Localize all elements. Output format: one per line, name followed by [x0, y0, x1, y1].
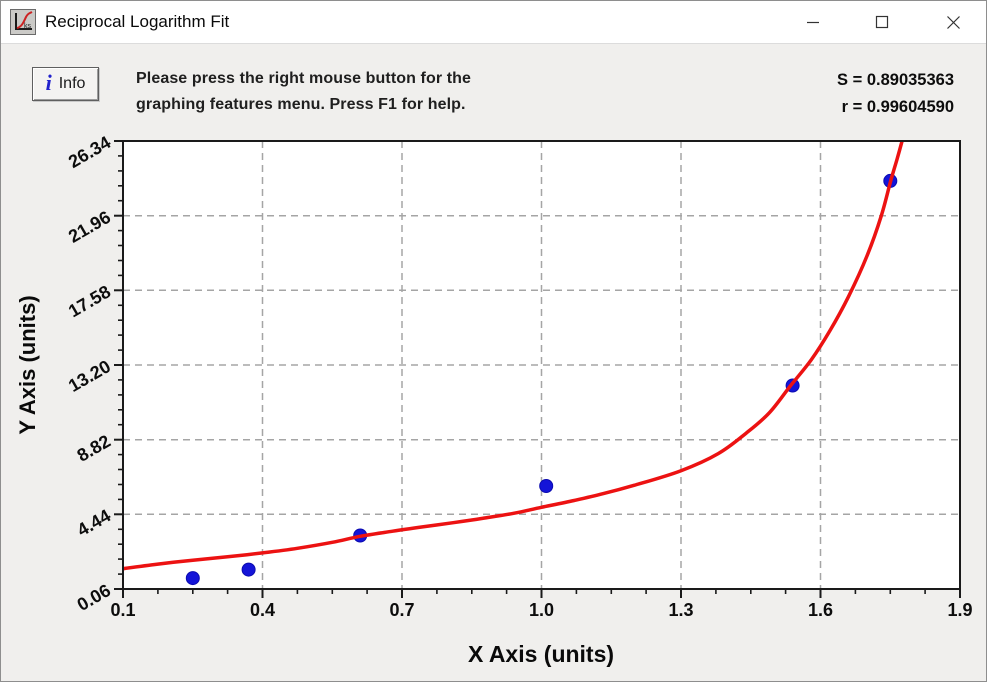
info-icon: i	[45, 70, 52, 95]
x-tick-label: 0.1	[110, 600, 135, 620]
y-tick-label: 8.82	[74, 431, 114, 466]
x-tick-label: 0.4	[250, 600, 275, 620]
y-tick-label: 26.34	[65, 132, 114, 172]
y-tick-label: 4.44	[74, 505, 114, 540]
x-tick-label: 1.3	[668, 600, 693, 620]
x-axis-label: X Axis (units)	[468, 641, 614, 667]
fit-curve	[124, 140, 905, 571]
y-axis-label: Y Axis (units)	[15, 295, 40, 434]
maximize-button[interactable]	[859, 1, 905, 43]
info-button-label: Info	[58, 75, 86, 92]
close-icon	[946, 15, 960, 29]
data-point	[241, 562, 256, 577]
info-button[interactable]: i Info	[32, 67, 99, 101]
data-point	[539, 479, 554, 493]
instruction-text: Please press the right mouse button for …	[136, 66, 471, 118]
x-tick-label: 1.6	[808, 600, 833, 620]
y-tick-label: 13.20	[65, 356, 114, 396]
minimize-icon	[807, 21, 819, 24]
x-tick-label: 0.7	[389, 600, 414, 620]
y-tick-label: 0.06	[74, 580, 114, 615]
fit-statistics: S = 0.89035363 r = 0.99604590	[837, 67, 954, 121]
maximize-icon	[875, 15, 889, 29]
close-button[interactable]	[930, 1, 976, 43]
minimize-button[interactable]	[790, 1, 836, 43]
title-bar: ks Reciprocal Logarithm Fit	[1, 1, 986, 44]
svg-text:ks: ks	[24, 23, 32, 30]
instruction-line-1: Please press the right mouse button for …	[136, 70, 472, 87]
app-icon: ks	[10, 9, 36, 35]
x-tick-label: 1.0	[529, 600, 554, 620]
x-tick-label: 1.9	[947, 600, 972, 620]
stat-standard-error: S = 0.89035363	[837, 71, 954, 89]
instruction-line-2: graphing features menu. Press F1 for hel…	[136, 96, 466, 113]
chart: 0.1 0.4 0.7 1.0 1.3 1.6 1.9 0.06 4.44 8.82 13.20 17…	[15, 132, 973, 667]
stat-correlation: r = 0.99604590	[841, 98, 954, 116]
window-title: Reciprocal Logarithm Fit	[45, 12, 230, 31]
data-point	[185, 571, 200, 586]
y-tick-label: 21.96	[65, 207, 114, 247]
y-tick-label: 17.58	[65, 281, 114, 321]
